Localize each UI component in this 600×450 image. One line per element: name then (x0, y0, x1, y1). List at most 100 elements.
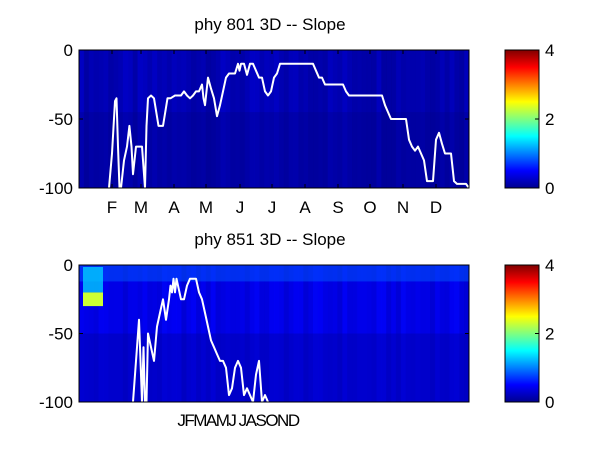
heatmap-column (269, 265, 275, 402)
heatmap-column (444, 50, 450, 188)
heatmap-column (118, 50, 124, 188)
overlay-line-group (132, 277, 269, 402)
heatmap-column (210, 50, 216, 188)
heatmap-column (98, 265, 104, 402)
heatmap-column (118, 265, 124, 402)
heatmap-column (152, 265, 158, 402)
heatmap-column (230, 50, 236, 188)
heatmap-column (395, 265, 402, 402)
chart-title: phy 851 3D -- Slope (194, 230, 345, 249)
heatmap-column (430, 265, 436, 402)
heatmap-column (157, 265, 163, 402)
heatmap-column (332, 50, 338, 188)
heatmap-column (225, 265, 231, 402)
heatmap-column (342, 50, 348, 188)
x-tick-label: O (363, 198, 376, 217)
heatmap-column (454, 50, 460, 188)
colorbar-tick-label: 4 (545, 256, 554, 275)
x-tick-label: S (332, 198, 343, 217)
heatmap-column (449, 50, 455, 188)
heatmap-column (254, 50, 260, 188)
heatmap-column (322, 265, 329, 402)
heatmap-column (459, 50, 465, 188)
heatmap-column (147, 50, 153, 188)
heatmap-column (410, 50, 416, 188)
overlay-line (108, 62, 469, 188)
heatmap-column (425, 265, 431, 402)
x-tick-label: A (168, 198, 180, 217)
heatmap-column (215, 50, 221, 188)
heatmap-column (371, 265, 377, 402)
heatmap-column (434, 50, 441, 188)
heatmap-column (269, 50, 275, 188)
heatmap-column (152, 50, 158, 188)
heatmap-column (147, 265, 153, 402)
heatmap-column (113, 50, 119, 188)
heatmap-column (283, 50, 290, 188)
heatmap-column (88, 265, 95, 402)
heatmap-column (220, 50, 226, 188)
heatmap-column (293, 265, 299, 402)
x-tick-label: A (299, 198, 311, 217)
heatmap-column (230, 265, 236, 402)
heatmap-surface-band (79, 265, 469, 282)
heatmap-hotspot-halo (83, 267, 103, 293)
heatmap-column (400, 265, 407, 402)
heatmap-column (337, 265, 343, 402)
heatmap-column (293, 50, 299, 188)
heatmap-column (122, 265, 129, 402)
y-tick-label: -50 (48, 325, 73, 344)
heatmap-column (142, 50, 148, 188)
heatmap-column (386, 265, 392, 402)
heatmap-column (142, 265, 148, 402)
heatmap-column (278, 265, 285, 402)
heatmap-column (444, 265, 450, 402)
heatmap-column (225, 50, 231, 188)
heatmap-column (259, 265, 265, 402)
heatmap-column (244, 50, 251, 188)
heatmap-column (205, 265, 212, 402)
heatmap-column (83, 265, 90, 402)
heatmap-column (283, 265, 290, 402)
colorbar-tick-label: 0 (545, 179, 554, 198)
heatmap-column (327, 50, 333, 188)
colorbar-tick-label: 4 (545, 41, 554, 60)
heatmap-column (132, 50, 138, 188)
colorbar-tick-label: 0 (545, 393, 554, 412)
heatmap-column (303, 50, 309, 188)
heatmap-column (308, 265, 314, 402)
heatmap-column (313, 265, 319, 402)
heatmap-column (108, 50, 114, 188)
heatmap-column (278, 50, 285, 188)
heatmap-column (274, 265, 280, 402)
heatmap-column (161, 265, 168, 402)
heatmap-column (420, 265, 426, 402)
heatmap-column (103, 265, 109, 402)
heatmap-column (239, 265, 246, 402)
heatmap-column (122, 50, 129, 188)
heatmap-column (176, 265, 182, 402)
heatmap-column (166, 50, 173, 188)
heatmap-column (127, 50, 134, 188)
heatmap-column (308, 50, 314, 188)
heatmap-column (322, 50, 329, 188)
heatmap-column (327, 265, 333, 402)
heatmap-column (361, 265, 368, 402)
heatmap-column (113, 265, 119, 402)
y-tick-label: -50 (48, 110, 73, 129)
heatmap-column (391, 265, 397, 402)
heatmap-column (157, 50, 163, 188)
heatmap-column (103, 50, 109, 188)
heatmap-column (166, 265, 173, 402)
heatmap-column (337, 50, 343, 188)
heatmap-column (239, 50, 246, 188)
colorbar-tick-label: 2 (545, 325, 554, 344)
heatmap-column (381, 50, 387, 188)
heatmap-column (288, 50, 294, 188)
heatmap-column (415, 265, 421, 402)
heatmap-column (366, 50, 372, 188)
heatmap-column (171, 50, 177, 188)
heatmap-column (356, 50, 363, 188)
colorbar-tick-label: 2 (545, 110, 554, 129)
heatmap-column (352, 265, 358, 402)
